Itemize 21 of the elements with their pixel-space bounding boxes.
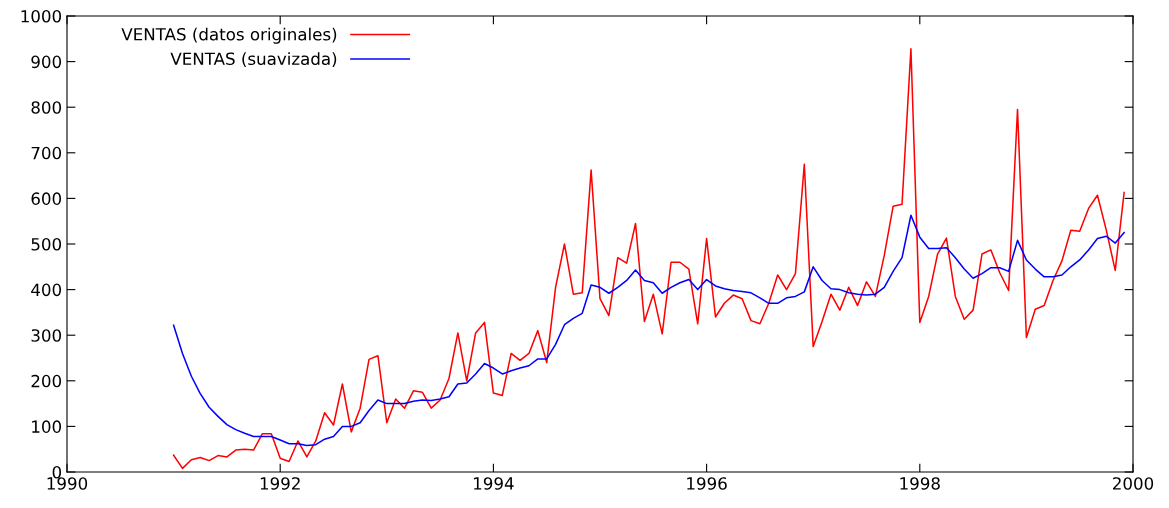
x-tick-label: 1990: [47, 477, 88, 490]
y-tick-label: 700: [31, 146, 62, 160]
x-tick-label: 1998: [900, 477, 940, 490]
y-tick-label: 300: [31, 329, 62, 342]
legend-label: VENTAS (datos originales): [121, 27, 337, 44]
y-tick-label: 600: [31, 192, 62, 205]
y-tick-label: 400: [31, 283, 62, 297]
x-tick-label: 1992: [260, 477, 300, 490]
x-tick-label: 1996: [687, 477, 727, 490]
x-tick-label: 1994: [474, 477, 514, 490]
y-tick-label: 500: [31, 237, 62, 251]
x-tick-label: 2000: [1113, 477, 1154, 490]
y-tick-label: 100: [32, 420, 62, 433]
y-tick-label: 800: [31, 101, 62, 114]
y-tick-label: 900: [31, 55, 62, 69]
line-series: [172, 48, 1125, 470]
y-tick-label: 1000: [21, 9, 62, 23]
y-tick-label: 0: [52, 465, 62, 479]
legend-label: VENTAS (suavizada): [170, 52, 337, 67]
y-tick-label: 200: [31, 374, 62, 388]
line-series: [172, 214, 1125, 447]
